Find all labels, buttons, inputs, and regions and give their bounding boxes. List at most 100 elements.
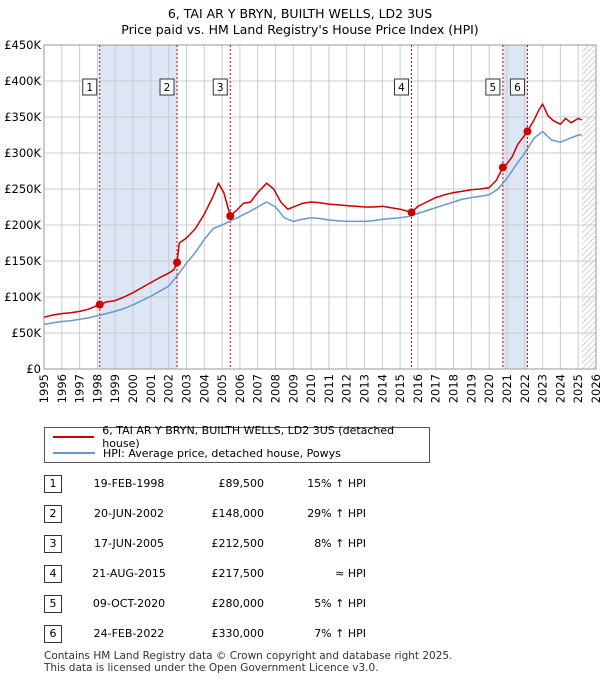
sale-point [173, 258, 182, 267]
y-tick-label: £350K [4, 110, 41, 124]
x-tick-label: 2025 [571, 374, 585, 403]
x-tick-label: 2003 [179, 374, 193, 403]
x-tick-label: 2004 [197, 374, 211, 403]
sale-price: £330,000 [211, 627, 265, 640]
sale-number-badge: 1 [44, 475, 62, 493]
legend-item-hpi: HPI: Average price, detached house, Powy… [53, 446, 341, 460]
sale-number-box [394, 78, 410, 96]
table-row: 6 24-FEB-2022 £330,000 7% ↑ HPI [44, 625, 464, 643]
table-row: 1 19-FEB-1998 £89,500 15% ↑ HPI [44, 475, 464, 493]
x-tick-label: 2015 [393, 374, 407, 403]
sale-number-label: 2 [164, 82, 171, 94]
x-tick-label: 1997 [73, 374, 87, 403]
y-tick-label: £50K [12, 326, 42, 340]
x-tick-label: 1999 [108, 374, 122, 403]
x-tick-label: 2019 [464, 374, 478, 403]
x-tick-label: 2007 [251, 374, 265, 403]
sale-number-label: 5 [490, 82, 497, 94]
y-tick-label: £250K [4, 182, 41, 196]
sale-price: £217,500 [211, 567, 265, 580]
x-tick-label: 2023 [536, 374, 550, 403]
x-tick-label: 1995 [37, 374, 51, 403]
x-tick-label: 2008 [268, 374, 282, 403]
y-tick-label: £450K [4, 38, 41, 52]
x-tick-label: 2024 [553, 374, 567, 403]
sale-number-badge: 4 [44, 565, 62, 583]
table-row: 3 17-JUN-2005 £212,500 8% ↑ HPI [44, 535, 464, 553]
sale-number-box [82, 78, 98, 96]
table-row: 4 21-AUG-2015 £217,500 ≈ HPI [44, 565, 464, 583]
price-chart: £0 £50K £100K £150K £200K £250K £300K £350K £400… [4, 38, 600, 403]
sale-date: 24-FEB-2022 [93, 627, 165, 640]
sale-number-label: 3 [217, 82, 224, 94]
sale-number-box [159, 78, 175, 96]
x-tick-label: 2000 [126, 374, 140, 403]
price-paid-line [43, 103, 583, 318]
x-tick-label: 2011 [322, 374, 336, 403]
hpi-line [43, 130, 582, 326]
footer-copyright: Contains HM Land Registry data © Crown c… [44, 650, 453, 662]
footer: Contains HM Land Registry data © Crown c… [44, 650, 452, 674]
legend-label-hpi: HPI: Average price, detached house, Powy… [103, 446, 341, 460]
x-tick-label: 2005 [215, 374, 229, 403]
footer-licence: This data is licensed under the Open Gov… [44, 662, 379, 674]
x-tick-label: 2014 [375, 374, 389, 403]
sale-number-box [485, 78, 501, 96]
x-tick-label: 2001 [144, 374, 158, 403]
legend-label-price: 6, TAI AR Y BRYN, BUILTH WELLS, LD2 3US … [102, 424, 395, 450]
sale-point [226, 212, 235, 220]
x-tick-label: 2021 [500, 374, 514, 403]
sale-number-badge: 2 [44, 505, 62, 523]
x-tick-label: 2026 [589, 374, 600, 403]
x-tick-label: 2002 [162, 374, 176, 403]
sale-number-label: 4 [398, 82, 405, 94]
sale-number-label: 6 [514, 82, 521, 94]
y-tick-label: £300K [4, 146, 41, 160]
table-row: 2 20-JUN-2002 £148,000 29% ↑ HPI [44, 505, 464, 523]
sale-point [95, 300, 104, 309]
x-tick-label: 2020 [482, 374, 496, 403]
sale-hpi-diff: ≈ HPI [335, 567, 366, 580]
x-tick-label: 2018 [447, 374, 461, 403]
x-tick-label: 2013 [358, 374, 372, 403]
sale-hpi-diff: 7% ↑ HPI [314, 627, 366, 640]
table-row: 5 09-OCT-2020 £280,000 5% ↑ HPI [44, 595, 464, 613]
y-tick-label: £100K [4, 290, 41, 304]
sale-number-badge: 5 [44, 595, 62, 613]
sale-period-shade [99, 45, 178, 369]
legend-swatch-price [53, 436, 95, 438]
sale-number-box [212, 78, 228, 96]
x-tick-label: 2009 [286, 374, 300, 403]
sale-price: £212,500 [211, 537, 265, 550]
sale-hpi-diff: 8% ↑ HPI [314, 537, 366, 550]
x-tick-label: 1996 [55, 374, 69, 403]
sale-date: 09-OCT-2020 [92, 597, 166, 610]
sale-point [407, 208, 416, 217]
legend-swatch-hpi [53, 452, 95, 454]
sale-hpi-diff: 29% ↑ HPI [307, 507, 366, 520]
sale-point [523, 127, 532, 136]
x-tick-label: 2022 [518, 374, 532, 403]
x-tick-label: 1998 [90, 374, 104, 403]
x-tick-label: 2016 [411, 374, 425, 403]
y-tick-label: £0 [26, 362, 41, 376]
forecast-hatch-region [581, 45, 596, 369]
sale-date: 21-AUG-2015 [92, 567, 166, 580]
sale-hpi-diff: 5% ↑ HPI [314, 597, 366, 610]
sale-date: 20-JUN-2002 [93, 507, 165, 520]
chart-subtitle: Price paid vs. HM Land Registry's House … [121, 22, 479, 37]
sale-number-badge: 3 [44, 535, 62, 553]
y-tick-label: £200K [4, 218, 41, 232]
sale-number-badge: 6 [44, 625, 62, 643]
sale-date: 17-JUN-2005 [93, 537, 165, 550]
sale-hpi-diff: 15% ↑ HPI [307, 477, 366, 490]
sale-number-box [509, 78, 525, 96]
x-tick-label: 2010 [304, 374, 318, 403]
x-tick-label: 2006 [233, 374, 247, 403]
sale-price: £280,000 [211, 597, 265, 610]
legend-item-price: 6, TAI AR Y BRYN, BUILTH WELLS, LD2 3US … [53, 424, 429, 450]
sale-number-label: 1 [86, 82, 93, 94]
x-tick-label: 2012 [340, 374, 354, 403]
sale-date: 19-FEB-1998 [93, 477, 165, 490]
sale-price: £89,500 [218, 477, 265, 490]
